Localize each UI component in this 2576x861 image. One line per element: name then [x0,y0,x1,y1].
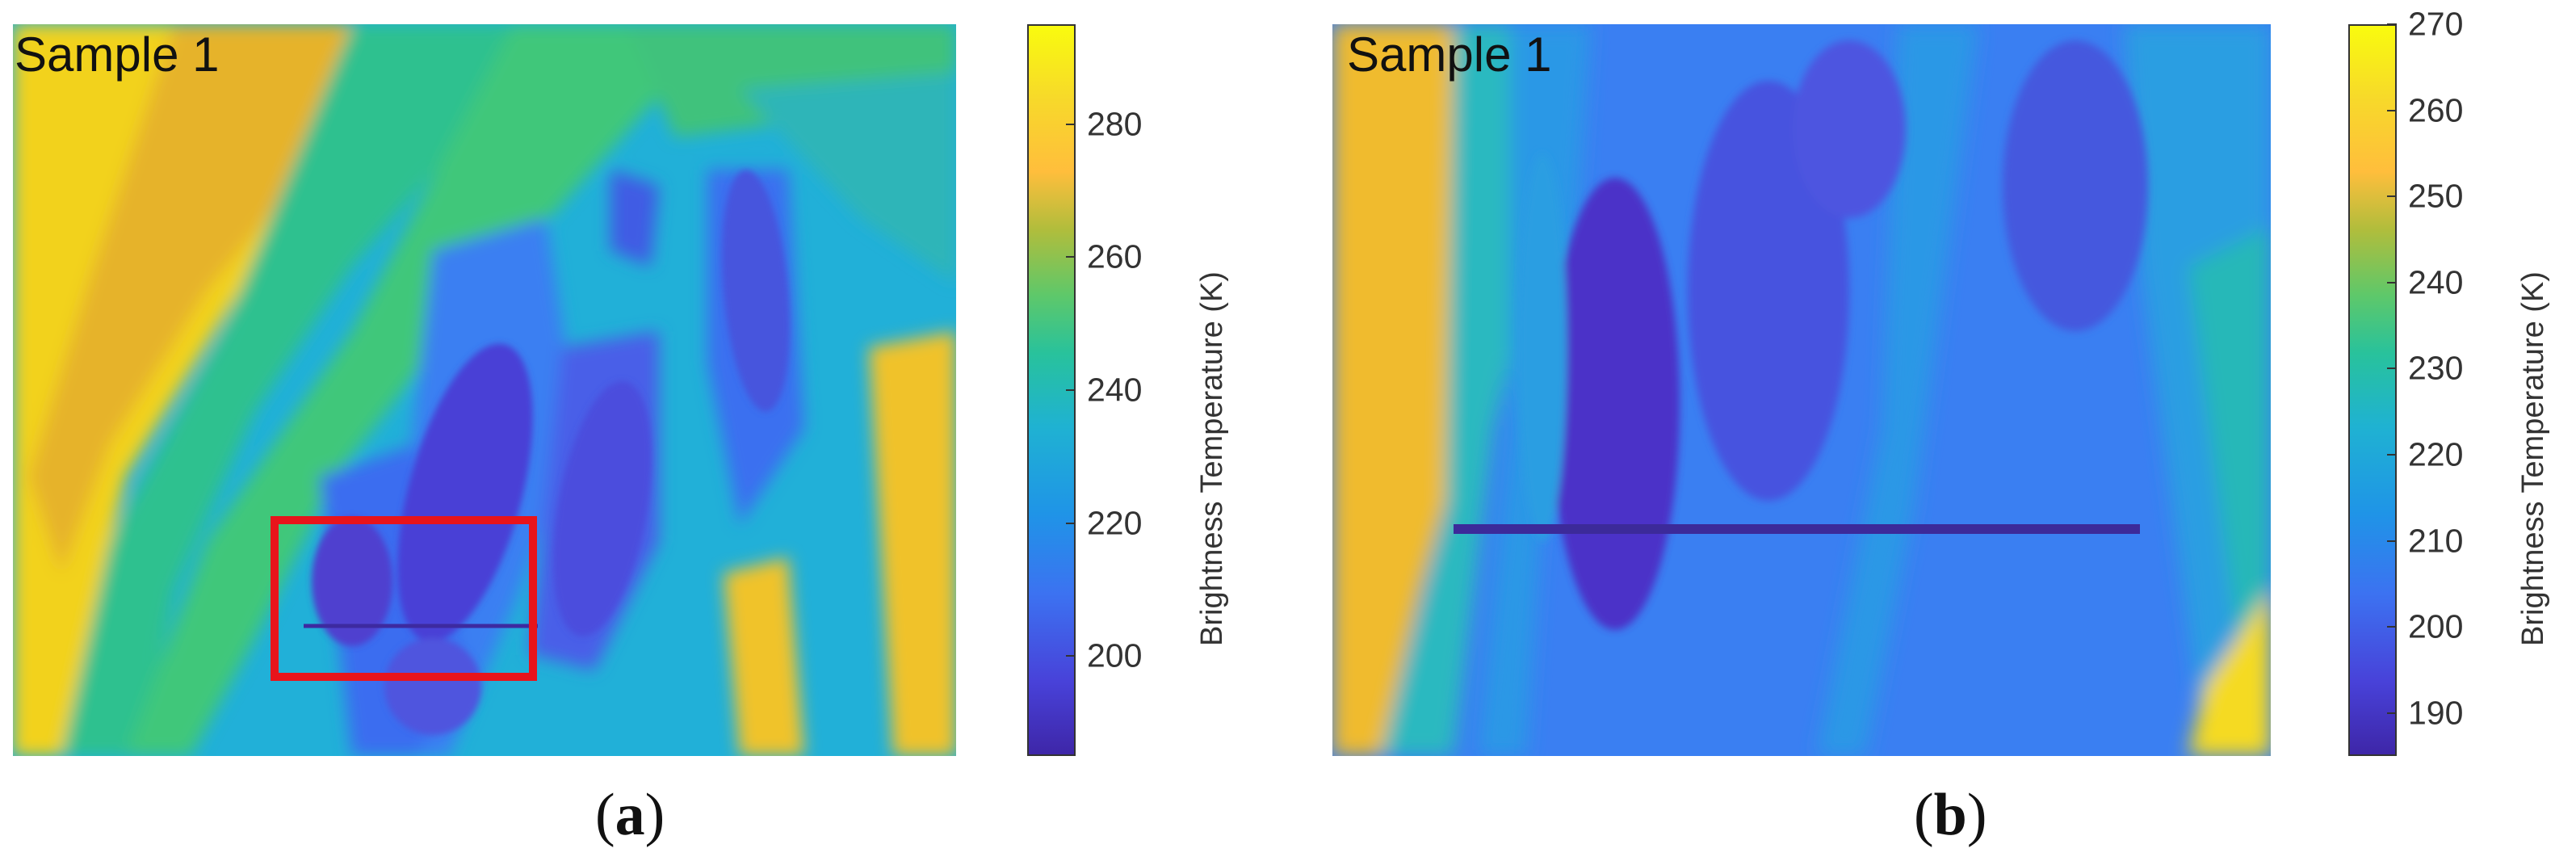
colorbar-b-tick-label: 210 [2408,522,2464,560]
panel-a-caption: (a) [595,782,665,848]
panel-b-caption: (b) [1914,782,1987,848]
colorbar-b-tick-label: 260 [2408,91,2464,129]
colorbar-b-tick-mark [2387,368,2397,370]
colorbar-b-tick-label: 240 [2408,263,2464,301]
brightness-temperature-map-b [1332,24,2271,756]
colorbar-b-tick-mark [2387,195,2397,198]
colorbar-a-title: Brightness Temperature (K) [1195,271,1229,646]
colorbar-b [2348,24,2397,756]
colorbar-a [1027,24,1076,756]
colorbar-a-tick-mark [1066,389,1076,391]
colorbar-b-tick-mark [2387,453,2397,456]
colorbar-b-tick-label: 200 [2408,607,2464,645]
colorbar-b-title: Brightness Temperature (K) [2516,271,2550,646]
colorbar-a-tick-mark [1066,655,1076,657]
colorbar-b-tick-label: 270 [2408,5,2464,43]
colorbar-b-tick-label: 190 [2408,694,2464,732]
colorbar-b-tick-mark [2387,109,2397,111]
colorbar-a-tick-label: 200 [1087,636,1143,674]
colorbar-b-tick-label: 220 [2408,435,2464,473]
colorbar-a-tick-mark [1066,123,1076,125]
panel-b-letter: b [1933,782,1967,848]
sample-label-b: Sample 1 [1347,27,1552,82]
colorbar-b-tick-mark [2387,626,2397,628]
colorbar-a-tick-mark [1066,256,1076,258]
map-a-svg [13,24,956,756]
colorbar-b-tick-mark [2387,712,2397,714]
colorbar-b-tick-mark [2387,540,2397,542]
colorbar-b-tick-mark [2387,281,2397,284]
colorbar-b-tick-label: 230 [2408,349,2464,387]
map-b-svg [1332,24,2271,756]
colorbar-b-tick-mark [2387,23,2397,25]
colorbar-a-tick-label: 280 [1087,105,1143,143]
colorbar-a-tick-label: 240 [1087,371,1143,409]
colorbar-a-tick-label: 260 [1087,237,1143,275]
panel-a-letter: a [615,782,645,848]
sample-label-a: Sample 1 [15,27,220,82]
highlight-box [271,516,537,681]
colorbar-a-tick-label: 220 [1087,504,1143,542]
colorbar-b-tick-label: 250 [2408,177,2464,215]
brightness-temperature-map-a [13,24,956,756]
colorbar-a-tick-mark [1066,522,1076,524]
